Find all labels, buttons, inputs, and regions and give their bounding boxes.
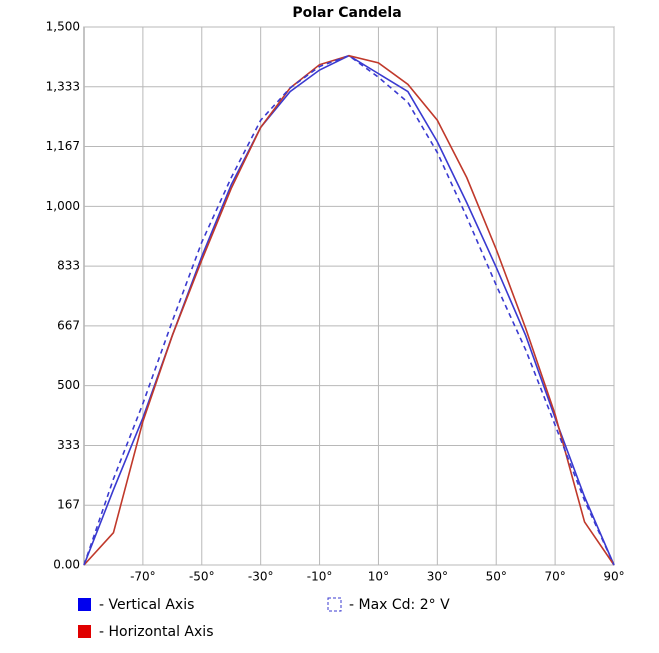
y-tick-label: 1,000 <box>46 199 80 213</box>
y-tick-label: 333 <box>57 438 80 452</box>
x-tick-label: -70° <box>130 570 156 584</box>
series-line <box>83 54 615 566</box>
y-tick-label: 1,167 <box>46 139 80 153</box>
y-tick-label: 833 <box>57 259 80 273</box>
chart-title: Polar Candela <box>292 5 401 21</box>
y-tick-label: 167 <box>57 498 80 512</box>
y-tick-label: 1,500 <box>46 20 80 34</box>
x-tick-label: -30° <box>248 570 274 584</box>
y-tick-label: 500 <box>57 378 80 392</box>
x-tick-label: 50° <box>486 570 507 584</box>
legend-swatch <box>78 598 91 611</box>
legend-swatch <box>78 625 91 638</box>
x-tick-label: 10° <box>368 570 389 584</box>
y-tick-label: 1,333 <box>46 79 80 93</box>
x-tick-label: -10° <box>307 570 333 584</box>
legend-swatch <box>327 597 342 612</box>
x-tick-label: -50° <box>189 570 215 584</box>
legend-label: - Max Cd: 2° V <box>349 597 450 613</box>
plot-area <box>83 26 615 566</box>
y-tick-label: 0.00 <box>53 558 80 572</box>
legend-label: - Vertical Axis <box>99 597 194 613</box>
legend-label: - Horizontal Axis <box>99 624 213 640</box>
x-tick-label: 90° <box>603 570 624 584</box>
series-line <box>83 54 615 566</box>
y-tick-label: 667 <box>57 318 80 332</box>
x-tick-label: 70° <box>544 570 565 584</box>
x-tick-label: 30° <box>427 570 448 584</box>
